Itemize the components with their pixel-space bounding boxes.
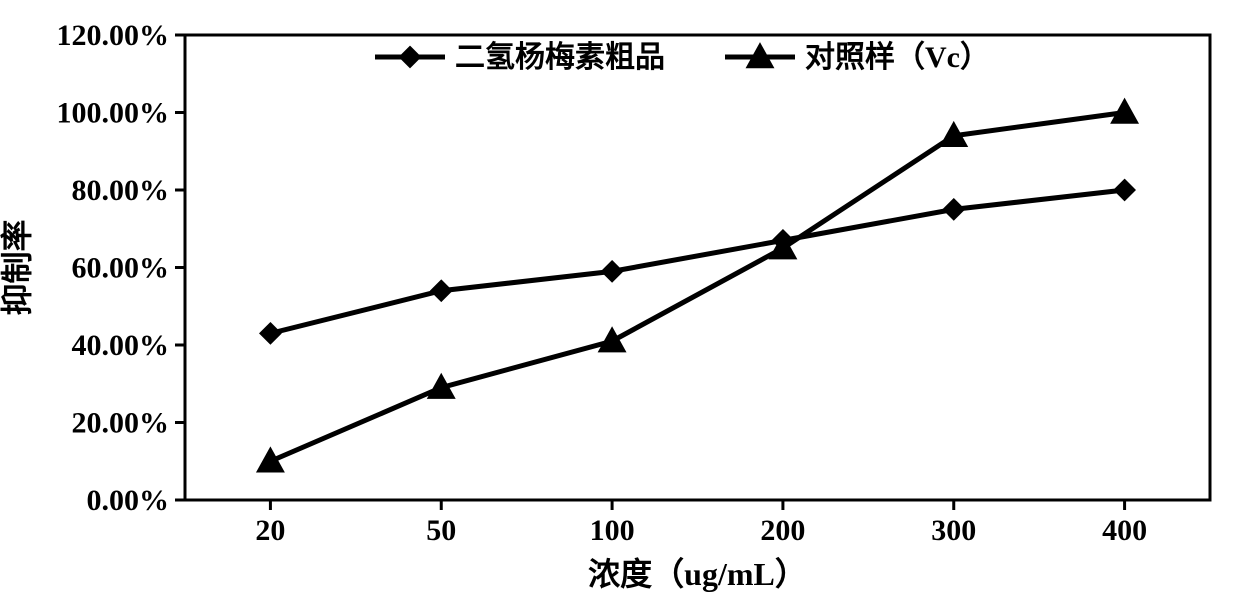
legend-label: 二氢杨梅素粗品 <box>455 41 665 74</box>
x-tick-label: 400 <box>1102 514 1147 547</box>
y-tick-label: 20.00% <box>72 407 170 440</box>
legend-label: 对照样（Vc） <box>805 40 990 74</box>
y-tick-label: 120.00% <box>57 19 170 52</box>
x-tick-label: 100 <box>590 514 635 547</box>
x-tick-label: 200 <box>760 514 805 547</box>
y-axis-title: 抑制率 <box>0 219 35 315</box>
x-tick-label: 50 <box>426 514 456 547</box>
line-chart: 0.00% 20.00% 40.00% 60.00% 80.00% 100.00% 120.… <box>0 0 1240 615</box>
y-tick-label: 80.00% <box>72 174 170 207</box>
chart-container: 0.00% 20.00% 40.00% 60.00% 80.00% 100.00% 120.… <box>0 0 1240 615</box>
y-tick-label: 100.00% <box>57 97 170 130</box>
y-tick-label: 0.00% <box>87 484 170 517</box>
x-axis-title: 浓度（ug/mL） <box>588 556 807 592</box>
x-tick-label: 20 <box>255 514 285 547</box>
y-tick-label: 40.00% <box>72 329 170 362</box>
x-tick-label: 300 <box>931 514 976 547</box>
y-tick-label: 60.00% <box>72 252 170 285</box>
